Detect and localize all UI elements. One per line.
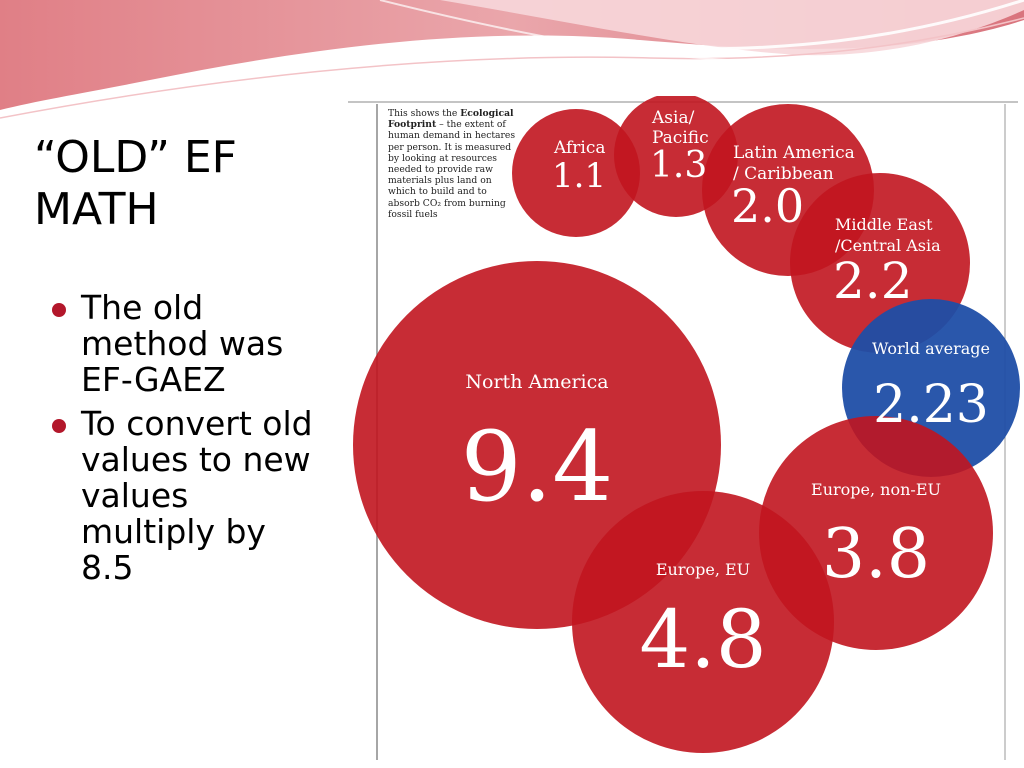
bullet-item: To convert old values to new values mult… — [52, 406, 322, 586]
bullet-item: The old method was EF-GAEZ — [52, 290, 322, 398]
bubble-label: Asia/ — [651, 108, 695, 128]
bullet-text: To convert old values to new values mult… — [81, 404, 313, 587]
bubble-value: 1.3 — [650, 145, 707, 186]
bubble-label: Latin America — [733, 143, 855, 163]
bubble-value: 9.4 — [461, 411, 614, 523]
bubble-label: Europe, non-EU — [811, 480, 941, 499]
bubble-label: Middle East — [835, 215, 933, 234]
bubble-value: 1.1 — [552, 156, 606, 196]
bubble-value: 4.8 — [639, 593, 766, 686]
figure-caption: This shows the Ecological Footprint – th… — [388, 108, 520, 220]
header-wave-banner — [0, 0, 1024, 119]
bubble-label: North America — [465, 371, 608, 393]
bubble-label: / Caribbean — [733, 164, 834, 184]
bubble-value: 2.0 — [731, 179, 804, 233]
bubble-value: 3.8 — [822, 515, 930, 594]
bubble-label: /Central Asia — [835, 236, 941, 255]
bubble-label: Africa — [553, 138, 606, 158]
caption-post: – the extent of human demand in hectares… — [388, 119, 516, 220]
bullet-list: The old method was EF-GAEZ To convert ol… — [52, 290, 322, 594]
caption-pre: This shows the — [388, 108, 458, 119]
bubble-label: Europe, EU — [656, 560, 750, 579]
caption-bold: Ecological Footprint — [388, 108, 514, 131]
bullet-dot-icon — [52, 419, 66, 433]
bubble-europe-eu — [572, 491, 834, 753]
bubble-value: 2.2 — [833, 252, 913, 310]
bullet-text: The old method was EF-GAEZ — [81, 288, 284, 399]
bubble-africa — [512, 109, 640, 237]
bullet-dot-icon — [52, 303, 66, 317]
slide-title: “OLD” EF MATH — [34, 132, 237, 235]
bubble-label: Pacific — [652, 128, 709, 148]
bubble-value: 2.23 — [873, 375, 989, 435]
bubble-label: World average — [872, 339, 990, 358]
